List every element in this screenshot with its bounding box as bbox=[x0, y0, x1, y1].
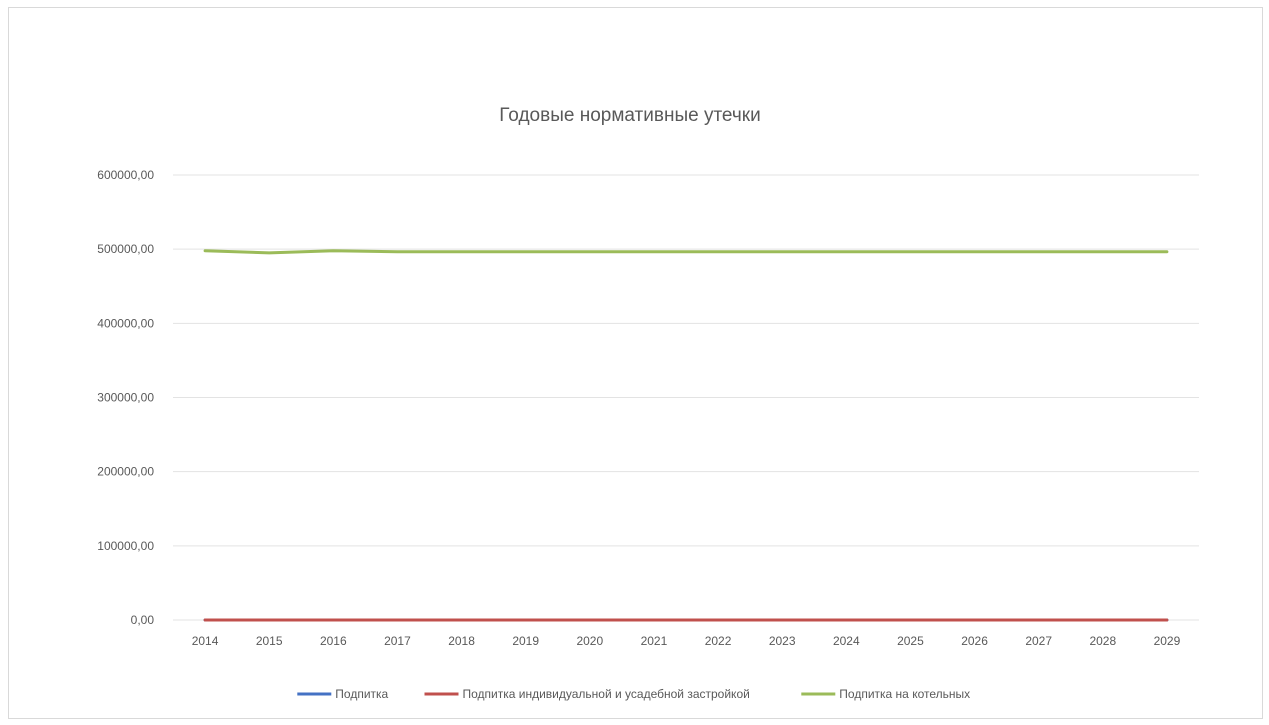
chart-frame: Годовые нормативные утечки 0,00 100000,00… bbox=[8, 7, 1263, 719]
x-tick-label: 2018 bbox=[448, 634, 475, 648]
gridlines bbox=[173, 174, 1199, 621]
x-tick-label: 2019 bbox=[512, 634, 539, 648]
x-tick-label: 2014 bbox=[192, 634, 219, 648]
y-tick-label: 200000,00 bbox=[97, 465, 154, 479]
y-tick-label: 100000,00 bbox=[97, 539, 154, 553]
x-tick-label: 2023 bbox=[769, 634, 796, 648]
y-tick-label: 400000,00 bbox=[97, 316, 154, 330]
x-tick-label: 2016 bbox=[320, 634, 347, 648]
x-axis-ticks: 2014 2015 2016 2017 2018 2019 2020 2021 2022 2023… bbox=[192, 634, 1181, 648]
x-tick-label: 2025 bbox=[897, 634, 924, 648]
x-tick-label: 2029 bbox=[1154, 634, 1181, 648]
x-tick-label: 2022 bbox=[705, 634, 732, 648]
x-tick-label: 2021 bbox=[641, 634, 668, 648]
legend-label: Подпитка на котельных bbox=[839, 687, 970, 701]
x-tick-label: 2028 bbox=[1089, 634, 1116, 648]
x-tick-label: 2026 bbox=[961, 634, 988, 648]
series-lines bbox=[203, 249, 1169, 622]
y-axis-ticks: 0,00 100000,00 200000,00 300000,00 400000,00… bbox=[97, 168, 154, 627]
legend: Подпитка Подпитка индивидуальной и усадеб… bbox=[297, 687, 970, 701]
chart-title: Годовые нормативные утечки bbox=[499, 105, 760, 126]
line-chart: Годовые нормативные утечки 0,00 100000,00… bbox=[97, 105, 1199, 701]
y-tick-label: 500000,00 bbox=[97, 242, 154, 256]
series-line bbox=[203, 249, 1169, 255]
y-tick-label: 300000,00 bbox=[97, 391, 154, 405]
y-tick-label: 600000,00 bbox=[97, 168, 154, 182]
x-tick-label: 2020 bbox=[576, 634, 603, 648]
y-tick-label: 0,00 bbox=[131, 613, 155, 627]
x-tick-label: 2027 bbox=[1025, 634, 1052, 648]
x-tick-label: 2015 bbox=[256, 634, 283, 648]
legend-label: Подпитка bbox=[335, 687, 388, 701]
legend-label: Подпитка индивидуальной и усадебной заст… bbox=[463, 687, 750, 701]
x-tick-label: 2024 bbox=[833, 634, 860, 648]
x-tick-label: 2017 bbox=[384, 634, 411, 648]
